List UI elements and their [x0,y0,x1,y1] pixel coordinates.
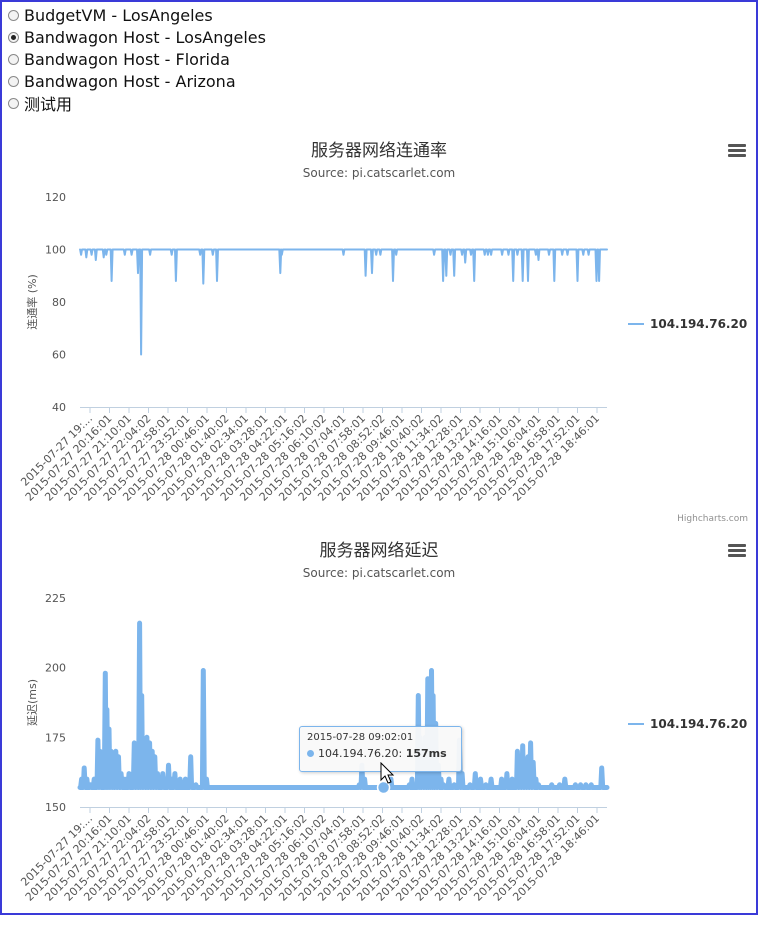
series-line [77,620,610,790]
y-tick-label: 150 [45,801,66,814]
y-tick-label: 100 [45,244,66,257]
chart-title: 服务器网络延迟 [319,541,439,561]
server-option-bandwagon-florida[interactable]: Bandwagon Host - Florida [8,48,266,70]
chart-menu-icon[interactable] [728,144,746,158]
legend-line-icon [628,323,644,325]
server-option-bandwagon-arizona[interactable]: Bandwagon Host - Arizona [8,70,266,92]
chart-subtitle: Source: pi.catscarlet.com [302,566,456,580]
y-tick-label: 40 [52,401,66,414]
legend-item[interactable]: 104.194.76.20 [628,317,747,331]
y-tick-label: 175 [45,731,66,744]
y-tick-label: 60 [52,349,66,362]
radio-button[interactable] [8,97,19,109]
tooltip-value: 157ms [405,747,447,760]
chart-menu-icon[interactable] [728,544,746,558]
server-option-label: BudgetVM - LosAngeles [24,5,213,25]
server-selector: BudgetVM - LosAngeles Bandwagon Host - L… [8,4,266,114]
credits-link[interactable]: Highcharts.com [677,514,748,524]
connectivity-chart: 40 60 80 100 120 连通率 (%) 2015-07-27 19:... 2015… [0,125,758,525]
legend-label: 104.194.76.20 [650,717,748,731]
server-option-label: Bandwagon Host - LosAngeles [24,27,266,47]
tooltip-date: 2015-07-28 09:02:01 [307,732,414,743]
mouse-cursor-icon [380,762,395,784]
series-line [79,248,608,356]
server-option-bandwagon-la[interactable]: Bandwagon Host - LosAngeles [8,26,266,48]
latency-chart: 150 175 200 225 延迟(ms) 2015-07-27 19:... 2015-… [0,525,758,925]
radio-button[interactable] [8,31,19,43]
server-option-test[interactable]: 测试用 [8,92,266,114]
radio-button[interactable] [8,53,19,65]
server-option-budgetvm-la[interactable]: BudgetVM - LosAngeles [8,4,266,26]
y-tick-label: 80 [52,296,66,309]
y-tick-label: 225 [45,592,66,605]
server-option-label: Bandwagon Host - Florida [24,49,230,69]
chart-subtitle: Source: pi.catscarlet.com [302,166,456,180]
y-tick-label: 200 [45,662,66,675]
legend-line-icon [628,723,644,725]
tooltip-dot-icon [307,750,314,757]
server-option-label: Bandwagon Host - Arizona [24,71,236,91]
y-axis-title: 延迟(ms) [26,679,39,726]
y-tick-label: 120 [45,191,66,204]
chart-title: 服务器网络连通率 [311,141,447,161]
server-option-label: 测试用 [24,95,73,114]
legend-item[interactable]: 104.194.76.20 [628,717,747,731]
radio-button[interactable] [8,9,19,21]
y-axis-title: 连通率 (%) [25,274,39,330]
hover-point [376,780,391,795]
radio-button[interactable] [8,75,19,87]
tooltip-series: 104.194.76.20 [318,747,399,760]
legend-label: 104.194.76.20 [650,317,748,331]
